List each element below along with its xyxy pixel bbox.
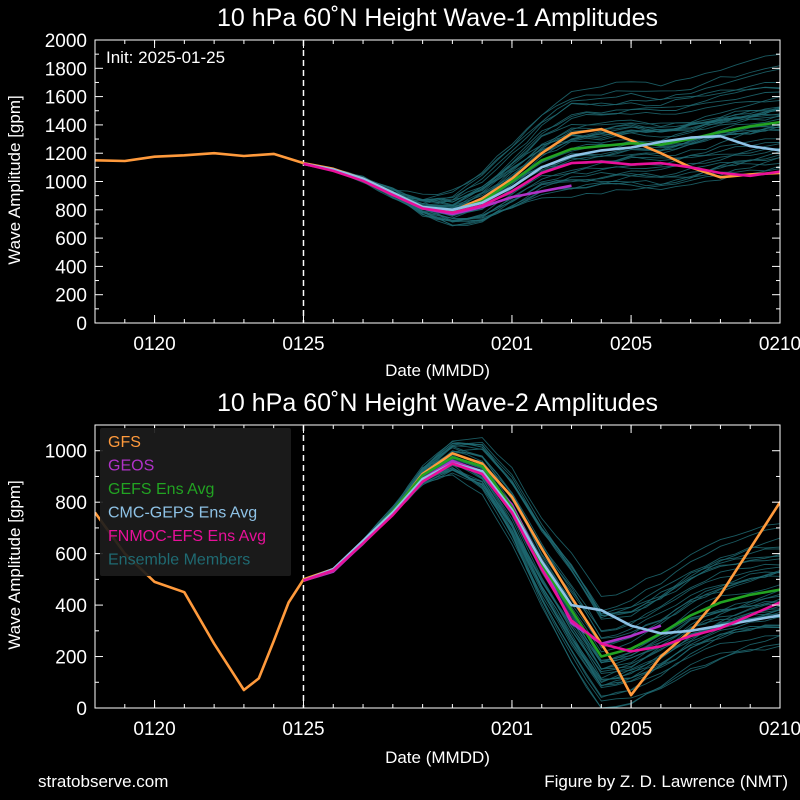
ensemble-member-line xyxy=(303,468,780,684)
y-tick-label: 800 xyxy=(55,201,87,222)
ensemble-member-line xyxy=(303,115,780,212)
legend-entry: CMC-GEPS Ens Avg xyxy=(108,505,257,522)
footer-site: stratobserve.com xyxy=(38,772,169,791)
chart1-axes-frame xyxy=(94,39,781,324)
ensemble-member-line xyxy=(303,151,780,222)
footer-credit: Figure by Z. D. Lawrence (NMT) xyxy=(544,772,788,791)
y-tick-label: 800 xyxy=(55,493,87,514)
x-tick-label: 0120 xyxy=(133,719,175,740)
x-tick-label: 0205 xyxy=(610,719,652,740)
series-line-cmc-geps-ens-avg xyxy=(303,134,780,212)
ensemble-member-line xyxy=(303,454,780,649)
legend-entry: GFS xyxy=(108,434,141,451)
chart1-init-annotation: Init: 2025-01-25 xyxy=(106,48,225,67)
y-tick-label: 200 xyxy=(55,648,87,669)
x-tick-label: 0201 xyxy=(491,719,533,740)
y-tick-label: 2000 xyxy=(45,31,87,52)
y-tick-label: 400 xyxy=(55,596,87,617)
series-line-fnmoc-efs-ens-avg xyxy=(303,462,780,653)
chart2-ensemble-members xyxy=(303,437,780,708)
y-tick-label: 400 xyxy=(55,257,87,278)
y-tick-label: 0 xyxy=(76,314,87,335)
ensemble-member-line xyxy=(303,107,780,210)
x-tick-label: 0210 xyxy=(759,719,800,740)
ensemble-member-line xyxy=(303,447,780,632)
ensemble-member-line xyxy=(303,452,780,633)
chart1-xlabel: Date (MMDD) xyxy=(385,361,490,380)
x-tick-label: 0120 xyxy=(133,334,175,355)
y-tick-label: 1000 xyxy=(45,442,87,463)
ensemble-member-line xyxy=(303,163,780,221)
x-tick-label: 0210 xyxy=(759,334,800,355)
chart1-ensemble-members xyxy=(303,53,780,227)
legend-entry: FNMOC-EFS Ens Avg xyxy=(108,528,266,545)
legend-entry: GEOS xyxy=(108,458,154,475)
chart1-title: 10 hPa 60˚N Height Wave-1 Amplitudes xyxy=(217,4,658,32)
y-tick-label: 1200 xyxy=(45,144,87,165)
chart1-ylabel: Wave Amplitude [gpm] xyxy=(5,95,24,265)
series-line-gfs xyxy=(95,451,780,697)
y-tick-label: 1600 xyxy=(45,88,87,109)
chart2-title: 10 hPa 60˚N Height Wave-2 Amplitudes xyxy=(217,389,658,417)
chart2-xlabel: Date (MMDD) xyxy=(385,748,490,767)
y-tick-label: 600 xyxy=(55,545,87,566)
y-tick-label: 1400 xyxy=(45,116,87,137)
x-tick-label: 0205 xyxy=(610,334,652,355)
y-tick-label: 600 xyxy=(55,229,87,250)
chart2-axes-frame xyxy=(94,424,781,709)
y-tick-label: 1000 xyxy=(45,173,87,194)
x-tick-label: 0125 xyxy=(282,719,324,740)
x-tick-label: 0201 xyxy=(491,334,533,355)
chart1-plot: 0120 0125 0201 0205 0210 0 200 400 600 800 1000 120… xyxy=(45,31,800,355)
legend-box xyxy=(100,428,291,576)
y-tick-label: 1800 xyxy=(45,59,87,80)
y-tick-label: 0 xyxy=(76,699,87,720)
ensemble-member-line xyxy=(303,53,780,201)
x-tick-label: 0125 xyxy=(282,334,324,355)
chart2-plot: 0120 0125 0201 0205 0210 0 200 400 600 800 1000 GFS… xyxy=(45,424,800,740)
y-tick-label: 200 xyxy=(55,286,87,307)
series-line-cmc-geps-ens-avg xyxy=(303,462,780,635)
legend-entry: GEFS Ens Avg xyxy=(108,481,214,498)
series-line-fnmoc-efs-ens-avg xyxy=(303,160,780,214)
legend-entry: Ensemble Members xyxy=(108,552,250,569)
chart2-ylabel: Wave Amplitude [gpm] xyxy=(5,480,24,650)
chart2-legend: GFS GEOS GEFS Ens Avg CMC-GEPS Ens Avg FNMOC… xyxy=(100,428,291,576)
